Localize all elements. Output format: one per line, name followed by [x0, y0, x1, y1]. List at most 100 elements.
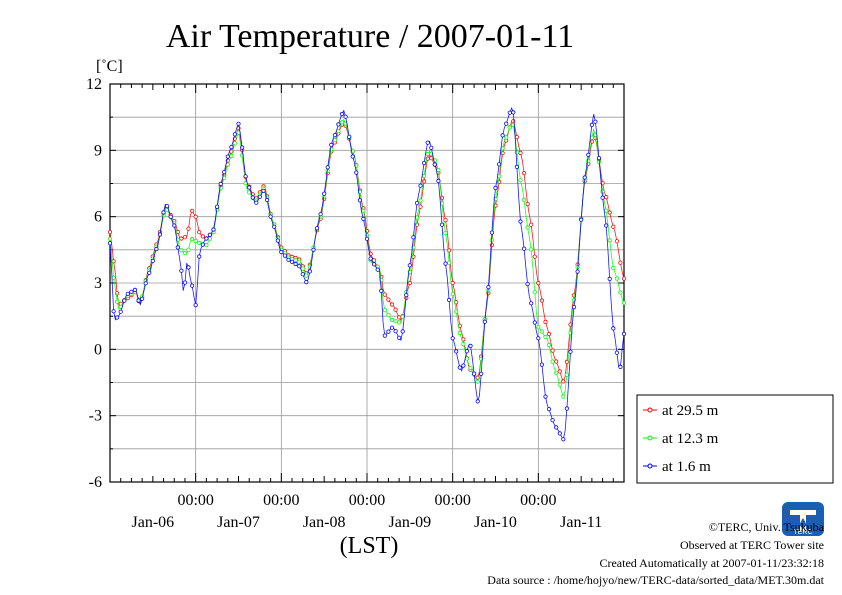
- series-point: [521, 246, 527, 251]
- series-point: [443, 231, 448, 236]
- series-point: [507, 125, 512, 130]
- series-point: [593, 119, 598, 124]
- x-time-label: 00:00: [177, 492, 213, 509]
- series-point: [561, 437, 566, 442]
- series-point: [329, 142, 334, 147]
- series-point: [400, 329, 405, 334]
- series-point: [489, 230, 494, 235]
- series-point: [436, 178, 441, 183]
- series-point: [190, 208, 195, 213]
- chart-title: Air Temperature / 2007-01-11: [166, 18, 574, 55]
- series-point: [568, 349, 573, 354]
- x-time-label: 00:00: [349, 492, 385, 509]
- series-point: [539, 362, 545, 367]
- series-point: [557, 431, 562, 436]
- x-date-label: Jan-11: [560, 514, 602, 531]
- series-point: [486, 284, 491, 290]
- series-point: [514, 135, 520, 140]
- y-tick-label: -6: [89, 474, 102, 491]
- legend: at 29.5 m at 12.3 m at 1.6 m: [636, 394, 834, 484]
- series-point: [382, 333, 387, 338]
- series-point: [607, 276, 612, 281]
- series-point: [350, 154, 355, 159]
- series-point: [172, 223, 177, 228]
- series-point: [304, 273, 309, 278]
- series-point: [332, 133, 337, 138]
- logo-text: TERC: [793, 529, 812, 536]
- series-point: [414, 201, 420, 206]
- series-point: [389, 317, 395, 323]
- grid: [110, 84, 624, 482]
- series-point: [561, 394, 566, 399]
- series-point: [557, 382, 562, 387]
- series-point: [564, 406, 570, 411]
- series-point: [257, 194, 262, 199]
- y-tick-label: -3: [89, 408, 102, 425]
- series-point: [389, 325, 395, 330]
- series-point: [461, 341, 466, 347]
- series-point: [182, 280, 188, 285]
- series-point: [115, 299, 120, 304]
- series-point: [389, 302, 395, 307]
- series-point: [304, 279, 309, 285]
- series-point: [611, 224, 616, 229]
- series-point: [382, 292, 387, 297]
- y-tick-label: 0: [94, 341, 102, 358]
- series-point: [318, 212, 323, 217]
- series-point: [557, 369, 562, 374]
- series-point: [197, 254, 202, 259]
- series-point: [496, 162, 502, 167]
- series-point: [604, 208, 609, 213]
- series-point: [179, 248, 184, 253]
- x-date-label: Jan-10: [474, 514, 517, 531]
- series-point: [357, 198, 362, 203]
- series-point: [450, 291, 455, 297]
- series-point: [529, 222, 534, 227]
- series-point: [461, 363, 466, 368]
- series-point: [618, 290, 623, 295]
- series-point: [425, 140, 430, 145]
- series-point: [621, 300, 627, 305]
- series-point: [339, 111, 345, 117]
- series-point: [254, 200, 259, 205]
- series-point: [222, 170, 227, 175]
- series-2: [107, 106, 627, 442]
- series-point: [232, 132, 237, 137]
- series-point: [250, 195, 255, 200]
- data-source-text: Data source : /home/hojyo/new/TERC-data/…: [487, 573, 824, 587]
- series-point: [546, 331, 552, 337]
- series-point: [236, 121, 241, 126]
- series-point: [604, 223, 609, 228]
- series-point: [521, 197, 527, 202]
- series-point: [621, 276, 627, 281]
- series-point: [511, 119, 516, 124]
- series-point: [550, 348, 555, 353]
- series-point: [582, 175, 587, 180]
- series-layer: [107, 106, 627, 442]
- series-point: [443, 261, 448, 266]
- series-point: [393, 319, 398, 324]
- series-point: [407, 263, 412, 268]
- series-point: [536, 325, 541, 330]
- series-point: [411, 235, 416, 240]
- series-point: [354, 170, 359, 175]
- series-point: [322, 191, 327, 196]
- series-point: [518, 178, 523, 183]
- series-point: [261, 188, 266, 193]
- legend-swatch-marker: [647, 407, 653, 413]
- series-point: [122, 298, 127, 303]
- series-point: [382, 307, 387, 313]
- series-point: [539, 329, 545, 334]
- series-point: [132, 287, 138, 292]
- series-point: [507, 110, 512, 115]
- copyright-text: ©TERC, Univ. Tsukuba: [709, 520, 825, 534]
- series-point: [611, 326, 616, 331]
- series-point: [229, 145, 234, 150]
- series-point: [429, 145, 434, 150]
- series-point: [336, 122, 341, 127]
- x-date-label: Jan-07: [217, 514, 260, 531]
- series-point: [393, 307, 398, 312]
- series-point: [396, 315, 402, 320]
- legend-label: at 12.3 m: [662, 431, 719, 447]
- series-point: [554, 370, 559, 375]
